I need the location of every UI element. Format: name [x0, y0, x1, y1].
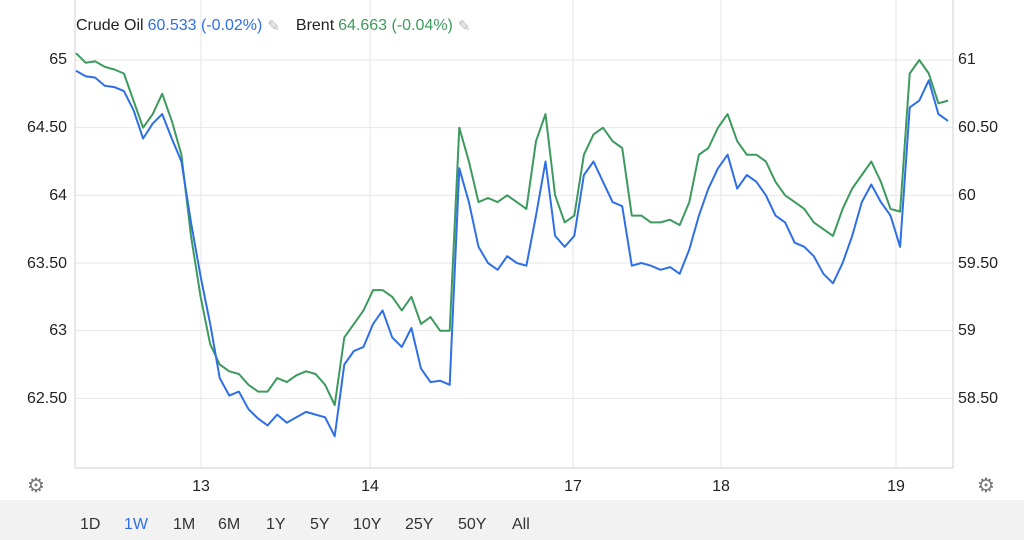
brent-legend-value: 64.663 (-0.04%): [338, 17, 453, 34]
chart-series: [75, 52, 949, 438]
range-button-1d[interactable]: 1D: [80, 516, 101, 533]
x-tick-label: 13: [192, 478, 210, 495]
left-tick-label: 63.50: [26, 255, 67, 272]
crude-oil-series-line: [75, 69, 949, 438]
x-tick-label: 17: [564, 478, 582, 495]
brent-series-line: [75, 52, 949, 407]
brent-pencil-icon[interactable]: ✎: [457, 18, 471, 35]
x-tick-label: 18: [712, 478, 730, 495]
left-tick-label: 65: [49, 51, 67, 68]
range-button-1w[interactable]: 1W: [124, 516, 148, 533]
crude-legend-value: 60.533 (-0.02%): [147, 17, 263, 34]
crude-legend-name: Crude Oil: [76, 17, 144, 34]
right-tick-label: 60.50: [958, 119, 999, 136]
range-button-1y[interactable]: 1Y: [266, 516, 286, 533]
chart-legend: Crude Oil 60.533 (-0.02%) ✎ Brent 64.663…: [76, 17, 486, 35]
left-tick-label: 63: [49, 322, 67, 339]
right-tick-label: 59: [958, 322, 976, 339]
range-button-5y[interactable]: 5Y: [310, 516, 330, 533]
right-tick-label: 58.50: [958, 390, 999, 407]
right-tick-label: 60: [958, 187, 976, 204]
left-settings-gear-icon[interactable]: ⚙: [27, 475, 45, 497]
right-settings-gear-icon[interactable]: ⚙: [977, 475, 995, 497]
range-button-1m[interactable]: 1M: [173, 516, 196, 533]
range-button-6m[interactable]: 6M: [218, 516, 241, 533]
chart-grid: [74, 0, 954, 469]
left-tick-label: 64.50: [26, 119, 67, 136]
range-selector-bar: [0, 500, 1024, 540]
right-tick-label: 59.50: [958, 255, 999, 272]
crude-pencil-icon[interactable]: ✎: [267, 18, 280, 35]
right-tick-label: 61: [958, 51, 976, 68]
left-tick-label: 64: [49, 187, 67, 204]
range-button-10y[interactable]: 10Y: [353, 516, 382, 533]
x-tick-label: 14: [361, 478, 379, 495]
left-tick-label: 62.50: [26, 390, 67, 407]
x-tick-label: 19: [887, 478, 905, 495]
range-button-25y[interactable]: 25Y: [405, 516, 434, 533]
range-button-50y[interactable]: 50Y: [458, 516, 487, 533]
brent-legend-name: Brent: [295, 17, 335, 34]
range-button-all[interactable]: All: [512, 516, 530, 533]
